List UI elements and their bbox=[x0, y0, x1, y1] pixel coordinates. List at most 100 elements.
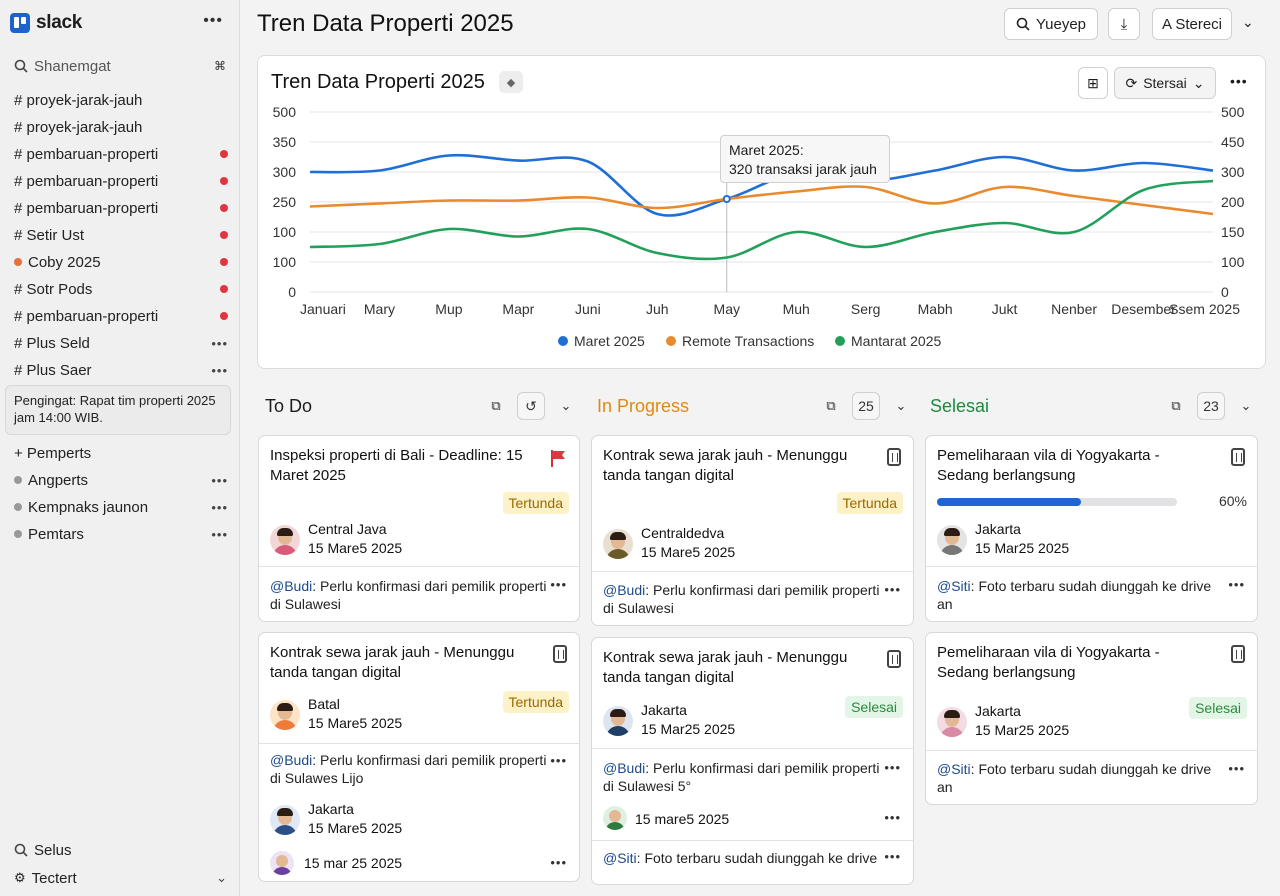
y-tick-label-left: 100 bbox=[273, 224, 297, 240]
sidebar-settings-footer[interactable]: ⚙ Tectert ⌄ bbox=[14, 867, 228, 889]
task-card[interactable]: Pemeliharaan vila di Yogyakarta - Sedang… bbox=[925, 632, 1258, 805]
sidebar-channel-item[interactable]: # proyek-jarak-jauh bbox=[14, 116, 228, 138]
more-icon[interactable]: ••• bbox=[203, 12, 223, 29]
filter-label: Stersai bbox=[1143, 75, 1187, 91]
more-icon[interactable]: ••• bbox=[211, 526, 228, 542]
more-icon[interactable]: ••• bbox=[211, 362, 228, 378]
footer-label: Selus bbox=[34, 841, 72, 859]
chevron-down-icon[interactable]: ⌄ bbox=[1240, 398, 1252, 413]
sidebar-search[interactable]: Shanemgat ⌘ bbox=[14, 56, 226, 76]
sidebar-group-item[interactable]: Kempnaks jaunon ••• bbox=[14, 496, 228, 518]
comment-text: : Perlu konfirmasi dari pemilik properti… bbox=[270, 578, 547, 612]
grid-view-button[interactable]: ⊞ bbox=[1078, 67, 1108, 99]
more-icon[interactable]: ••• bbox=[550, 753, 567, 768]
sidebar-search-footer[interactable]: Selus bbox=[14, 839, 228, 861]
download-button[interactable]: ⤓ bbox=[1108, 8, 1140, 40]
sidebar-channel-item[interactable]: # pembaruan-properti bbox=[14, 170, 228, 192]
tag-icon[interactable]: ◆ bbox=[499, 71, 523, 93]
y-tick-label-right: 300 bbox=[1221, 164, 1245, 180]
count-badge[interactable]: 25 bbox=[852, 392, 880, 420]
task-card[interactable]: Inspeksi properti di Bali - Deadline: 15… bbox=[258, 435, 580, 622]
mention[interactable]: @Budi bbox=[270, 578, 313, 594]
more-icon[interactable]: ••• bbox=[884, 760, 901, 775]
task-card[interactable]: Kontrak sewa jarak jauh - Menunggu tanda… bbox=[258, 632, 580, 882]
x-tick-label: Mary bbox=[364, 301, 395, 317]
clipboard-icon[interactable] bbox=[1231, 645, 1245, 663]
sidebar-channel-item[interactable]: # pembaruan-properti bbox=[14, 143, 228, 165]
channel-label: # Sotr Pods bbox=[14, 280, 93, 298]
more-icon[interactable]: ••• bbox=[211, 335, 228, 351]
card-date: 15 mare5 2025 bbox=[635, 811, 730, 827]
mention[interactable]: @Budi bbox=[603, 760, 646, 776]
sidebar-channel-item[interactable]: Coby 2025 bbox=[14, 251, 228, 273]
status-dot-icon bbox=[14, 258, 22, 266]
link-icon[interactable]: ⧉ bbox=[491, 398, 501, 413]
link-icon[interactable]: ⧉ bbox=[1171, 398, 1181, 413]
chevron-down-icon[interactable]: ⌄ bbox=[560, 398, 572, 413]
task-card[interactable]: Kontrak sewa jarak jauh - Menunggu tanda… bbox=[591, 435, 914, 626]
user-menu-button[interactable]: A Stereci bbox=[1152, 8, 1232, 40]
sidebar-channel-item[interactable]: # Setir Ust bbox=[14, 224, 228, 246]
more-icon[interactable]: ••• bbox=[884, 810, 901, 825]
more-icon[interactable]: ••• bbox=[1228, 761, 1245, 776]
legend-marker bbox=[835, 336, 845, 346]
footer-label: Tectert bbox=[31, 869, 77, 887]
sidebar-group-item[interactable]: Pemtars ••• bbox=[14, 523, 228, 545]
card-location: Centraldedva bbox=[641, 525, 725, 541]
chevron-down-icon[interactable]: ⌄ bbox=[216, 870, 228, 885]
more-icon[interactable]: ••• bbox=[884, 582, 901, 597]
download-icon: ⤓ bbox=[1120, 15, 1128, 33]
sidebar-channel-item[interactable]: # proyek-jarak-jauh bbox=[14, 89, 228, 111]
clipboard-icon[interactable] bbox=[887, 448, 901, 466]
sidebar-channel-item[interactable]: # Sotr Pods bbox=[14, 278, 228, 300]
column-header-in-progress: In Progress bbox=[597, 392, 689, 420]
more-icon[interactable]: ••• bbox=[211, 472, 228, 488]
count-badge[interactable]: 23 bbox=[1197, 392, 1225, 420]
card-meta: Jakarta 15 Mar25 2025 bbox=[641, 701, 735, 739]
card-date: 15 Mar25 2025 bbox=[641, 721, 736, 737]
card-title: Inspeksi properti di Bali - Deadline: 15… bbox=[270, 447, 523, 484]
x-tick-label: Desember bbox=[1111, 301, 1176, 317]
sidebar-group-item[interactable]: Angperts ••• bbox=[14, 469, 228, 491]
sidebar-channel-item[interactable]: # Plus Seld ••• bbox=[14, 332, 228, 354]
more-icon[interactable]: ••• bbox=[550, 577, 567, 592]
comment-text: : Foto terbaru sudah diunggah ke drive a… bbox=[937, 578, 1212, 612]
workspace-logo[interactable]: slack bbox=[10, 12, 82, 34]
settings-icon: ⚙ bbox=[14, 870, 26, 885]
history-button[interactable]: ↺ bbox=[517, 392, 545, 420]
more-icon[interactable]: ••• bbox=[550, 855, 567, 870]
clipboard-icon[interactable] bbox=[553, 645, 567, 663]
mention[interactable]: @Budi bbox=[270, 752, 313, 768]
x-tick-label: Mapr bbox=[502, 301, 534, 317]
y-tick-label-right: 150 bbox=[1221, 224, 1245, 240]
sidebar-channel-item[interactable]: # Plus Saer ••• bbox=[14, 359, 228, 381]
link-icon[interactable]: ⧉ bbox=[826, 398, 836, 413]
chevron-down-icon[interactable]: ⌄ bbox=[895, 398, 907, 413]
search-button[interactable]: Yueyep bbox=[1004, 8, 1098, 40]
sidebar-channel-item[interactable]: # pembaruan-properti bbox=[14, 197, 228, 219]
more-icon[interactable]: ••• bbox=[884, 849, 901, 864]
status-badge: Tertunda bbox=[502, 492, 569, 514]
card-title: Kontrak sewa jarak jauh - Menunggu tanda… bbox=[603, 649, 848, 686]
mention[interactable]: @Siti bbox=[937, 578, 971, 594]
more-icon[interactable]: ••• bbox=[1228, 577, 1245, 592]
y-tick-label-left: 100 bbox=[273, 254, 297, 270]
more-icon[interactable]: ••• bbox=[1230, 73, 1248, 89]
reminder-note[interactable]: Pengingat: Rapat tim properti 2025 jam 1… bbox=[5, 385, 231, 435]
mention[interactable]: @Siti bbox=[937, 761, 971, 777]
status-badge: Tertunda bbox=[836, 492, 903, 514]
card-location: Jakarta bbox=[975, 703, 1021, 719]
chevron-down-icon[interactable]: ⌄ bbox=[1242, 14, 1254, 30]
more-icon[interactable]: ••• bbox=[211, 499, 228, 515]
clipboard-icon[interactable] bbox=[1231, 448, 1245, 466]
filter-dropdown[interactable]: ⟳ Stersai ⌄ bbox=[1114, 67, 1216, 99]
mention[interactable]: @Siti bbox=[603, 850, 637, 866]
sidebar-channel-item[interactable]: # pembaruan-properti bbox=[14, 305, 228, 327]
add-section-button[interactable]: + Pemperts bbox=[14, 442, 228, 464]
clipboard-icon[interactable] bbox=[887, 650, 901, 668]
unread-dot-icon bbox=[220, 231, 228, 239]
mention[interactable]: @Budi bbox=[603, 582, 646, 598]
task-card[interactable]: Kontrak sewa jarak jauh - Menunggu tanda… bbox=[591, 637, 914, 885]
task-card[interactable]: Pemeliharaan vila di Yogyakarta - Sedang… bbox=[925, 435, 1258, 622]
flag-icon[interactable] bbox=[549, 448, 567, 468]
